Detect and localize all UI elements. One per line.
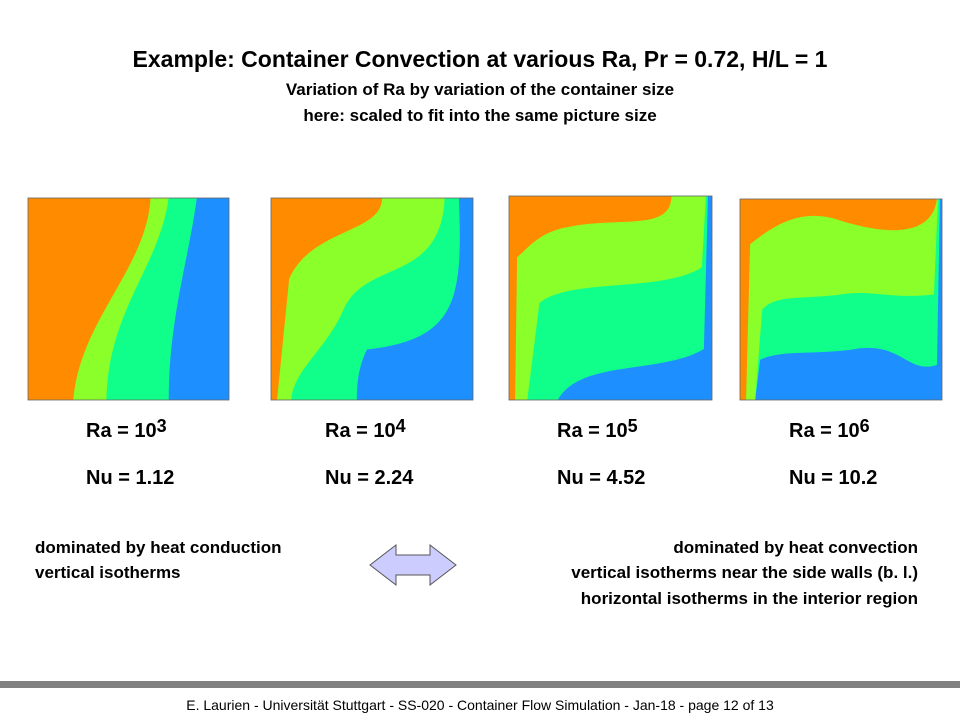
ra-exponent: 6 bbox=[859, 416, 870, 436]
contour-plot bbox=[270, 197, 474, 401]
double-arrow bbox=[369, 543, 457, 587]
ra-text: Ra = 10 bbox=[86, 420, 157, 442]
ra-label: Ra = 106 bbox=[789, 416, 870, 443]
contour-plot bbox=[739, 198, 943, 401]
nu-label: Nu = 4.52 bbox=[557, 467, 646, 489]
ra-label: Ra = 105 bbox=[557, 416, 638, 443]
right-text: horizontal isotherms in the interior reg… bbox=[580, 589, 918, 608]
ra-exponent: 5 bbox=[627, 416, 638, 436]
contour-plot bbox=[508, 195, 713, 401]
contour-plot bbox=[27, 197, 230, 401]
nu-label: Nu = 10.2 bbox=[789, 467, 878, 489]
footer-bar bbox=[0, 681, 960, 688]
right-text: dominated by heat convection bbox=[673, 538, 918, 557]
ra-label: Ra = 104 bbox=[325, 416, 406, 443]
ra-text: Ra = 10 bbox=[557, 420, 628, 442]
nu-label: Nu = 1.12 bbox=[86, 467, 175, 489]
ra-text: Ra = 10 bbox=[789, 420, 860, 442]
footer: E. Laurien - Universität Stuttgart - SS-… bbox=[186, 697, 774, 713]
ra-exponent: 4 bbox=[395, 416, 406, 436]
left-text: vertical isotherms bbox=[35, 563, 181, 582]
ra-text: Ra = 10 bbox=[325, 420, 396, 442]
ra-label: Ra = 103 bbox=[86, 416, 167, 443]
subtitle: here: scaled to fit into the same pictur… bbox=[303, 106, 657, 125]
nu-label: Nu = 2.24 bbox=[325, 467, 414, 489]
left-text: dominated by heat conduction bbox=[35, 538, 282, 557]
ra-exponent: 3 bbox=[156, 416, 167, 436]
subtitle: Variation of Ra by variation of the cont… bbox=[285, 80, 675, 99]
slide-title: Example: Container Convection at various… bbox=[132, 46, 828, 72]
right-text: vertical isotherms near the side walls (… bbox=[571, 563, 918, 582]
